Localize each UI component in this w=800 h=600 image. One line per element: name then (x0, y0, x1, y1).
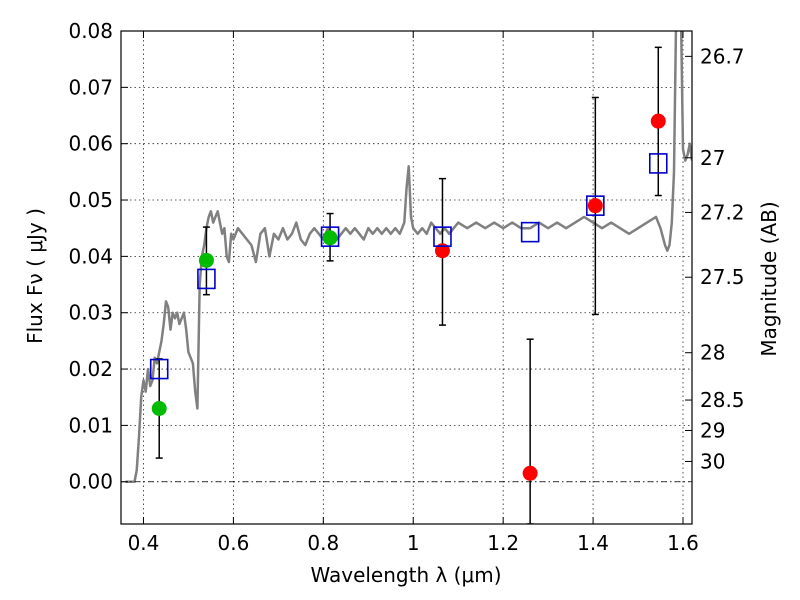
x-tick-label: 1.2 (487, 531, 519, 555)
right-tick-label: 30 (700, 449, 725, 473)
blue-square-point (648, 153, 668, 174)
y-tick-label: 0.08 (68, 19, 113, 43)
red-circle-point (650, 113, 666, 129)
blue-square-point (149, 358, 169, 380)
right-tick-label: 27 (700, 146, 725, 170)
y-axis-label: Flux Fν ( μJy ) (23, 208, 47, 344)
y-tick-label: 0.00 (68, 470, 113, 494)
marker-layer (149, 113, 668, 481)
right-tick-label: 29 (700, 418, 725, 442)
green-circle-point (198, 252, 214, 268)
blue-square-point (433, 226, 452, 247)
tick-layer: 0.4 0.6 0.8 1 1.2 1.4 1.6 0.00 0.01 0.02 0.03 0.04 0… (68, 19, 744, 555)
y-tick-label: 0.06 (68, 132, 113, 156)
x-tick-label: 0.8 (307, 531, 339, 555)
blue-square-point (320, 226, 340, 247)
right-tick-label: 27.2 (700, 200, 745, 224)
right-tick-label: 28.5 (700, 388, 745, 412)
right-tick-label: 26.7 (700, 44, 745, 68)
x-tick-label: 1.4 (577, 531, 609, 555)
x-tick-label: 1 (407, 531, 420, 555)
red-circle-point (434, 243, 450, 259)
right-axis-label: Magnitude (AB) (757, 201, 781, 356)
model-spectrum-layer (125, 31, 692, 483)
green-circle-point (151, 400, 167, 416)
y-tick-label: 0.02 (68, 357, 113, 381)
red-circle-point (522, 465, 538, 481)
x-tick-label: 1.6 (667, 531, 699, 555)
y-tick-label: 0.04 (68, 244, 113, 268)
right-tick-label: 28 (700, 341, 725, 365)
right-tick-label: 27.5 (700, 265, 745, 289)
errorbar-layer (155, 46, 662, 524)
blue-square-point (197, 268, 216, 290)
blue-square-point (586, 195, 605, 216)
red-circle-point (587, 198, 603, 214)
model-spectrum-line (125, 31, 692, 483)
x-tick-label: 0.6 (217, 531, 249, 555)
x-tick-label: 0.4 (128, 531, 160, 555)
y-tick-label: 0.07 (68, 75, 113, 99)
blue-square-point (520, 221, 540, 243)
y-tick-label: 0.03 (68, 301, 113, 325)
y-tick-label: 0.05 (68, 188, 113, 212)
x-axis-label: Wavelength λ (μm) (310, 563, 501, 587)
y-tick-label: 0.01 (68, 413, 113, 437)
green-circle-point (322, 230, 338, 246)
grid-layer (121, 30, 692, 524)
